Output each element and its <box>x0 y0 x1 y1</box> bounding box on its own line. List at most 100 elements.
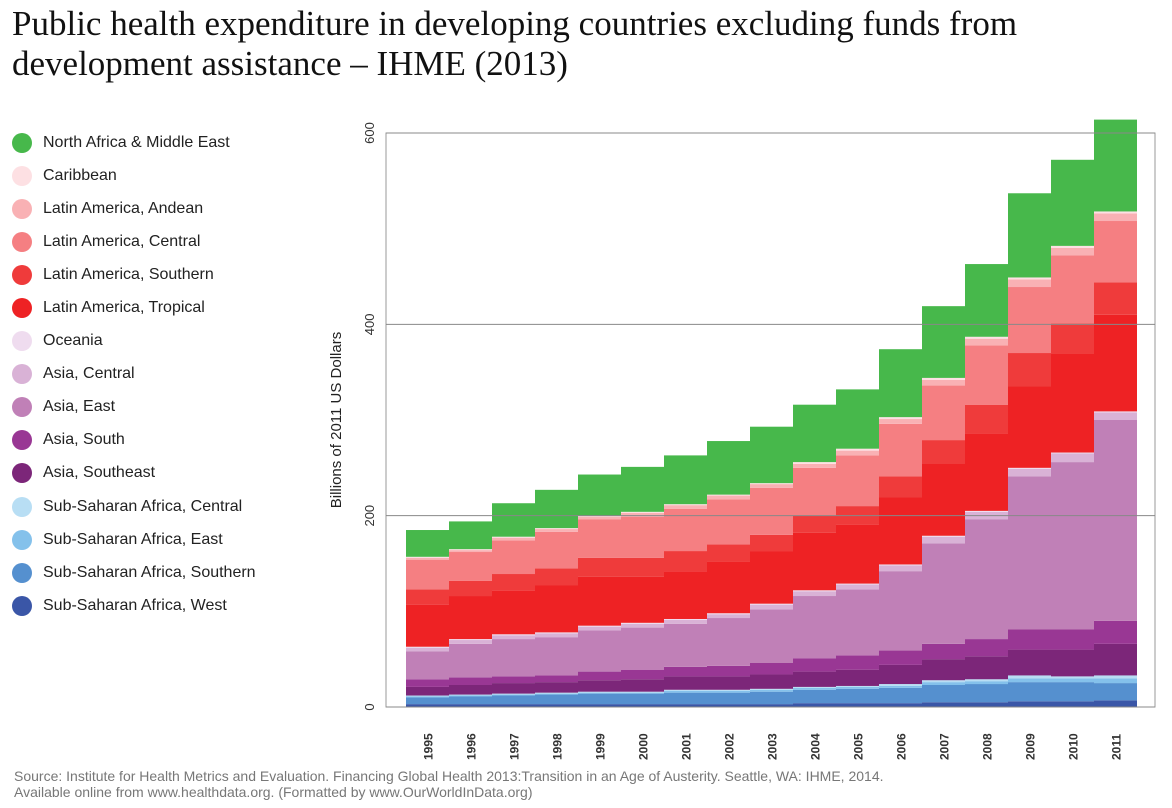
bar-segment <box>1094 420 1137 621</box>
y-tick-label: 0 <box>362 703 377 710</box>
bar-segment <box>1094 213 1137 222</box>
bar-segment <box>1051 682 1094 702</box>
bar-segment <box>449 694 492 696</box>
bar-segment <box>750 704 793 707</box>
bar-segment <box>1051 353 1094 453</box>
legend-item: Sub-Saharan Africa, Southern <box>12 556 256 589</box>
bar-segment <box>621 512 664 517</box>
legend-label: Sub-Saharan Africa, East <box>43 530 223 548</box>
bar-segment <box>535 528 578 530</box>
bar-segment <box>621 622 664 624</box>
legend-swatch <box>12 562 32 583</box>
bar-segment <box>793 703 836 707</box>
legend-item: Caribbean <box>12 159 256 192</box>
bar-segment <box>1094 700 1137 707</box>
bar-segment <box>836 524 879 584</box>
bar-segment <box>965 656 1008 680</box>
legend-swatch <box>12 463 32 484</box>
x-tick-label: 2011 <box>1110 734 1124 760</box>
legend-swatch <box>12 231 32 252</box>
bar-segment <box>965 338 1008 346</box>
bar-segment <box>535 585 578 633</box>
bar-segment <box>578 516 621 520</box>
bar-segment <box>1008 682 1051 702</box>
bar-segment <box>1008 287 1051 354</box>
bar-segment <box>1008 701 1051 707</box>
bar-segment <box>836 450 879 456</box>
bar-segment <box>965 684 1008 703</box>
bar-segment <box>535 632 578 634</box>
legend-swatch <box>12 529 32 550</box>
bar-segment <box>879 664 922 685</box>
bar-segment <box>664 571 707 619</box>
bar-segment <box>449 695 492 697</box>
source-line-2: Available online from www.healthdata.org… <box>14 784 533 800</box>
bar-segment <box>406 704 449 707</box>
bar-segment <box>578 474 621 516</box>
bar-segment <box>922 702 965 707</box>
bar-segment <box>578 693 621 705</box>
bar-segment <box>922 535 965 537</box>
bar-segment <box>1008 649 1051 676</box>
bar-segment <box>1094 643 1137 676</box>
legend-item: Asia, South <box>12 424 256 457</box>
x-tick-label: 1995 <box>422 733 436 760</box>
bar-segment <box>621 692 664 694</box>
legend-item: Asia, Central <box>12 358 256 391</box>
bar-segment <box>449 521 492 550</box>
bar-segment <box>1051 245 1094 248</box>
legend-swatch <box>12 264 32 285</box>
bar-segment <box>750 662 793 675</box>
bar-segment <box>836 589 879 656</box>
x-tick-label: 2005 <box>852 733 866 760</box>
source-note: Source: Institute for Health Metrics and… <box>14 768 884 800</box>
bar-segment <box>707 676 750 690</box>
bar-segment <box>492 634 535 636</box>
legend-label: Sub-Saharan Africa, West <box>43 596 227 614</box>
bar-segment <box>578 576 621 626</box>
x-tick-label: 1998 <box>551 733 565 760</box>
x-tick-label: 1996 <box>465 733 479 760</box>
bar-segment <box>449 549 492 551</box>
bar-segment <box>750 484 793 488</box>
bar-segment <box>406 697 449 705</box>
bar-segment <box>1051 323 1094 354</box>
bar-segment <box>922 643 965 660</box>
bar-segment <box>406 646 449 648</box>
bar-segment <box>621 693 664 705</box>
bar-segment <box>750 609 793 663</box>
bar-segment <box>879 684 922 686</box>
bar-segment <box>707 618 750 666</box>
bar-segment <box>922 684 965 703</box>
bar-segment <box>406 556 449 558</box>
bar-segment <box>492 540 535 575</box>
legend-item: Oceania <box>12 325 256 358</box>
bar-segment <box>793 467 836 516</box>
bar-segment <box>492 503 535 537</box>
bar-segment <box>664 618 707 620</box>
x-tick-label: 2006 <box>895 733 909 760</box>
bar-segment <box>664 666 707 677</box>
bar-segment <box>836 685 879 687</box>
bar-segment <box>1008 476 1051 630</box>
legend-item: Sub-Saharan Africa, East <box>12 523 256 556</box>
x-tick-label: 2009 <box>1024 733 1038 760</box>
legend-label: Latin America, Andean <box>43 199 204 217</box>
bar-segment <box>750 674 793 689</box>
bar-segment <box>836 669 879 686</box>
bar-segment <box>449 639 492 641</box>
bar-segment <box>535 682 578 693</box>
bar-segment <box>535 529 578 532</box>
x-tick-label: 1999 <box>594 733 608 760</box>
legend-item: Latin America, Andean <box>12 192 256 225</box>
bar-segment <box>535 633 578 638</box>
bar-segment <box>664 689 707 691</box>
legend-item: Latin America, Tropical <box>12 291 256 324</box>
bar-segment <box>664 504 707 506</box>
bar-segment <box>793 671 836 687</box>
x-tick-label: 2004 <box>809 733 823 760</box>
bar-segment <box>1094 683 1137 701</box>
bar-segment <box>578 625 621 627</box>
bar-segment <box>922 682 965 685</box>
bar-segment <box>922 385 965 441</box>
